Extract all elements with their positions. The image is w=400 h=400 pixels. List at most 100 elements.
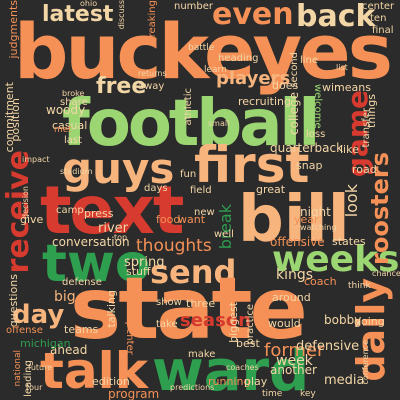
word-big: big xyxy=(54,289,76,305)
word-great: great xyxy=(256,183,286,196)
word-does: does xyxy=(272,79,299,92)
word-edition: edition xyxy=(92,375,130,388)
word-running: running xyxy=(208,375,251,388)
word-days: days xyxy=(144,183,168,194)
word-loss: loss xyxy=(306,129,326,140)
word-decision: decision xyxy=(21,186,30,219)
word-athletic: athletic xyxy=(183,88,194,126)
word-kings: kings xyxy=(276,267,314,283)
word-football: football xyxy=(62,87,320,161)
word-two: two xyxy=(42,234,151,294)
word-key: key xyxy=(300,389,316,399)
word-top: top xyxy=(114,233,128,242)
word-coaches: coaches xyxy=(226,363,259,372)
word-conversation: conversation xyxy=(52,235,130,249)
word-offensive: offensive xyxy=(270,235,325,249)
word-casual: casual xyxy=(52,119,88,132)
word-bill: bill xyxy=(238,183,350,257)
word-watching: watching xyxy=(300,223,337,232)
word-field: field xyxy=(190,185,212,196)
word-small: small xyxy=(208,119,230,128)
word-heading: heading xyxy=(218,53,259,64)
word-future: future xyxy=(28,363,53,372)
word-make: make xyxy=(188,349,216,360)
word-even: even xyxy=(212,0,294,32)
word-take: take xyxy=(156,319,178,330)
word-snap: snap xyxy=(296,159,323,172)
word-stuff: stuff xyxy=(126,265,151,278)
word-share: share xyxy=(60,97,88,108)
word-spring: spring xyxy=(124,255,165,270)
word-press: press xyxy=(84,207,114,220)
word-chance: chance xyxy=(372,269,400,278)
word-another: another xyxy=(270,363,317,377)
word-best: best xyxy=(236,337,260,350)
word-tour: tour xyxy=(26,383,43,392)
word-state: state xyxy=(70,259,308,359)
word-would: would xyxy=(268,317,301,330)
word-talking: talking xyxy=(105,290,118,328)
word-talk: talk xyxy=(40,342,149,400)
word-free: free xyxy=(96,74,147,99)
word-text: text xyxy=(40,172,184,249)
word-guys: guys xyxy=(62,144,175,193)
word-stadium: stadium xyxy=(60,167,93,176)
word-program: program xyxy=(108,387,160,400)
word-think: think xyxy=(348,281,371,291)
word-daily: daily xyxy=(349,278,393,382)
word-weeks: weeks xyxy=(272,239,400,280)
word-coach: coach xyxy=(304,275,337,288)
word-predictions: predictions xyxy=(170,383,215,392)
word-returns: returns xyxy=(138,69,167,78)
word-buckeyes: buckeyes xyxy=(14,7,393,96)
word-send: send xyxy=(150,253,237,291)
word-camp: camp xyxy=(56,205,84,216)
word-thoughts: thoughts xyxy=(136,236,212,256)
word-road: road xyxy=(352,163,377,176)
word-week: week xyxy=(276,353,313,369)
word-season: season xyxy=(180,310,251,331)
word-defense: defense xyxy=(62,277,102,288)
word-judgments: judgments xyxy=(7,0,20,59)
word-give: give xyxy=(20,213,44,226)
word-away: away xyxy=(138,81,165,92)
word-transfer: transfer xyxy=(361,108,372,148)
word-ward: ward xyxy=(152,339,310,400)
word-quarterback: quarterback xyxy=(270,141,344,155)
word-break: break xyxy=(216,204,235,250)
word-well: well xyxy=(214,229,234,240)
word-broke: broke xyxy=(62,89,85,98)
word-play: play xyxy=(244,375,268,388)
word-defensive: defensive xyxy=(296,339,360,354)
word-welcome: welcome xyxy=(312,84,323,129)
word-look: look xyxy=(342,184,361,218)
word-battle: battle xyxy=(188,43,215,53)
word-former: former xyxy=(264,340,325,361)
word-back: back xyxy=(296,0,376,34)
word-questions: questions xyxy=(7,274,20,328)
word-night: night xyxy=(300,205,331,219)
word-players: players xyxy=(216,68,291,89)
word-learn: learn xyxy=(204,65,227,75)
word-michigan: michigan xyxy=(20,337,71,350)
word-three: three xyxy=(186,297,216,310)
word-carpenter: carpenter xyxy=(124,306,135,355)
word-met: met xyxy=(54,125,72,135)
word-bobby: bobby xyxy=(324,313,362,327)
word-impact: impact xyxy=(22,155,50,164)
word-like: like xyxy=(340,143,359,156)
word-list: list xyxy=(336,63,348,72)
word-college: college xyxy=(287,92,301,135)
word-year: year xyxy=(294,213,319,226)
word-ten: ten xyxy=(370,13,387,24)
word-time: time xyxy=(262,389,283,399)
word-line: line xyxy=(300,55,319,66)
word-states: states xyxy=(332,235,366,248)
word-teams: teams xyxy=(64,323,99,336)
word-ahead: ahead xyxy=(50,343,88,357)
word-national: national xyxy=(13,350,23,387)
word-center: center xyxy=(362,1,395,12)
word-last: last xyxy=(64,135,83,146)
word-fun: fun xyxy=(180,169,197,180)
